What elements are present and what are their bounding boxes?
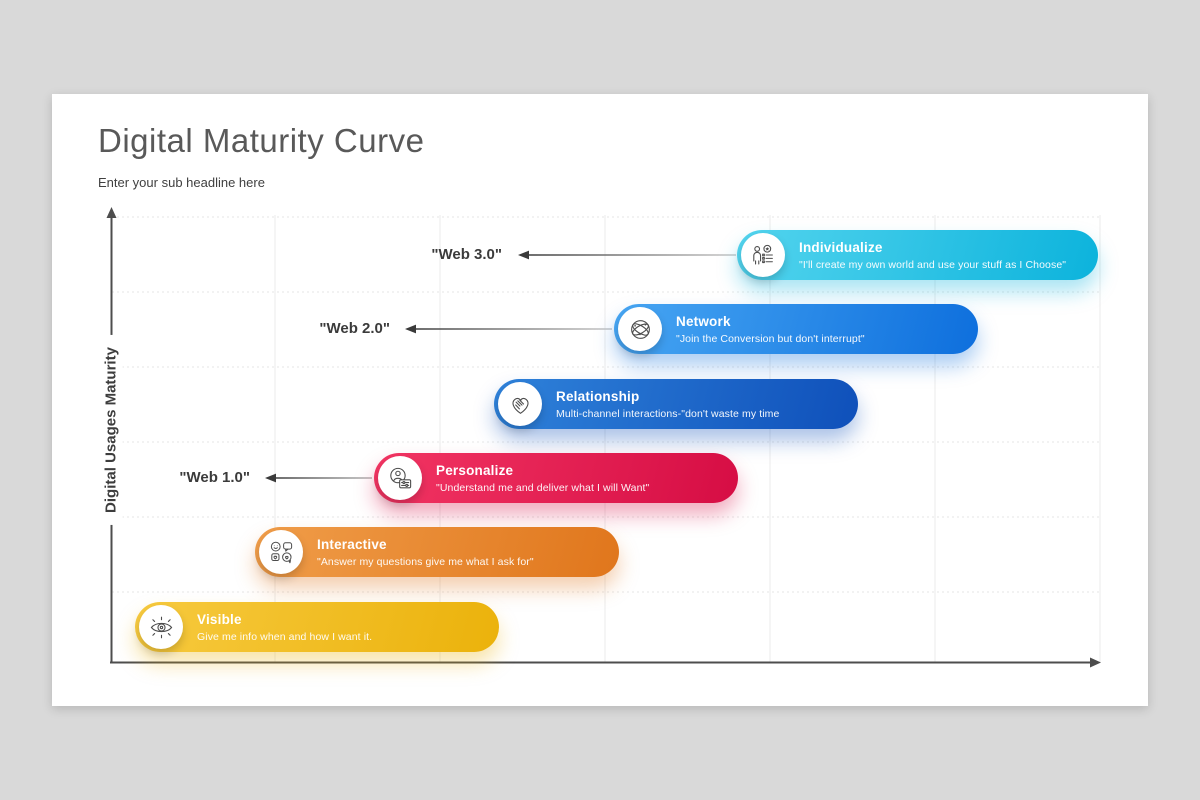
page-subtitle: Enter your sub headline here — [98, 175, 265, 190]
web-1-0-label: "Web 1.0" — [179, 469, 250, 486]
stage-bar-network: Network "Join the Conversion but don't i… — [614, 304, 978, 354]
stage-quote: "Understand me and deliver what I will W… — [436, 481, 650, 494]
interactive-icon-circle — [259, 530, 303, 574]
relationship-icon-circle — [498, 382, 542, 426]
page-title: Digital Maturity Curve — [98, 122, 425, 159]
individualize-icon-circle — [741, 233, 785, 277]
stage-bar-individualize: Individualize "I'll create my own world … — [737, 230, 1098, 280]
stage-bar-personalize: Personalize "Understand me and deliver w… — [374, 453, 738, 503]
web-2-0-label: "Web 2.0" — [319, 320, 390, 337]
stage-title: Visible — [197, 611, 242, 627]
personalize-profile-sliders-icon — [389, 467, 411, 488]
stage-title: Personalize — [436, 462, 514, 478]
network-globe-icon — [630, 319, 650, 339]
maturity-chart: Digital Usages Maturity "Web 3.0" "Web 2… — [52, 94, 1148, 706]
stage-quote: "I'll create my own world and use your s… — [799, 258, 1067, 271]
stage-bar-interactive: Interactive "Answer my questions give me… — [255, 527, 619, 577]
web-3-0-label: "Web 3.0" — [431, 246, 502, 263]
personalize-icon-circle — [378, 456, 422, 500]
y-axis-label: Digital Usages Maturity — [99, 335, 123, 525]
stage-title: Network — [676, 313, 731, 329]
slide: Digital Maturity Curve Enter your sub he… — [52, 94, 1148, 706]
heart-handshake-icon — [511, 397, 529, 414]
visible-eye-icon — [150, 616, 172, 638]
interactive-chat-bubbles-icon — [270, 541, 292, 563]
stage-quote: Multi-channel interactions-"don't waste … — [556, 407, 780, 420]
stage-bar-relationship: Relationship Multi-channel interactions-… — [494, 379, 858, 429]
stage-title: Interactive — [317, 536, 387, 552]
stage-title: Relationship — [556, 388, 640, 404]
individualize-icon — [752, 244, 773, 264]
stage-quote: "Answer my questions give me what I ask … — [317, 555, 534, 568]
network-icon-circle — [618, 307, 662, 351]
stage-quote: Give me info when and how I want it. — [197, 630, 373, 643]
visible-icon-circle — [139, 605, 183, 649]
stage-title: Individualize — [799, 239, 883, 255]
stage-quote: "Join the Conversion but don't interrupt… — [676, 332, 865, 345]
stage-bar-visible: Visible Give me info when and how I want… — [135, 602, 499, 652]
